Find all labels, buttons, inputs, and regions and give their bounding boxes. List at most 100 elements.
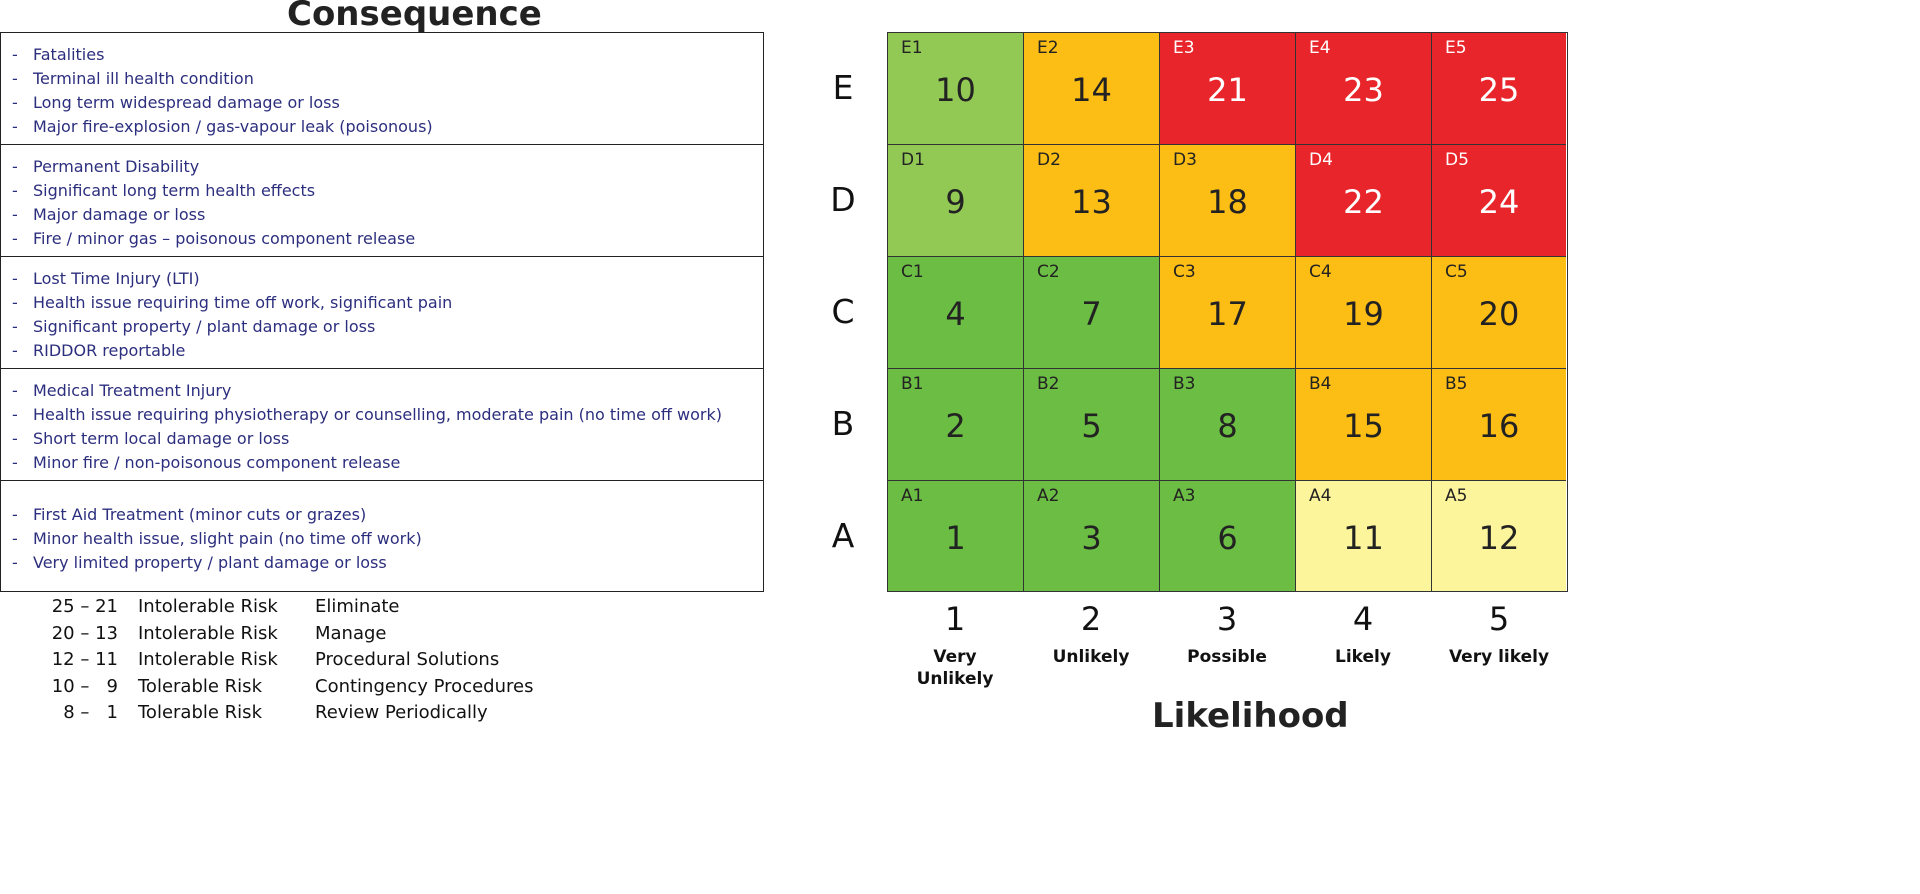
- risk-cell-score: 22: [1343, 183, 1384, 221]
- risk-cell-score: 25: [1478, 71, 1520, 109]
- risk-key-action: Manage: [315, 622, 387, 644]
- consequence-item: Medical Treatment Injury: [1, 379, 763, 403]
- risk-cell: C3 17: [1160, 257, 1296, 369]
- risk-cell-code: E1: [901, 38, 923, 58]
- risk-cell: D5 24: [1432, 145, 1566, 257]
- risk-cell-score: 9: [945, 183, 966, 221]
- risk-key-range: 10 – 9: [51, 675, 118, 697]
- risk-key-level: Intolerable Risk: [138, 596, 278, 617]
- risk-key-action: Review Periodically: [315, 702, 488, 723]
- risk-cell-score: 7: [1081, 295, 1102, 333]
- risk-cell-code: B1: [901, 374, 924, 394]
- consequence-item: Very limited property / plant damage or …: [1, 551, 763, 575]
- risk-cell: A1 1: [888, 481, 1024, 591]
- severity-label: D: [830, 180, 856, 219]
- risk-cell-code: E4: [1309, 38, 1331, 58]
- risk-cell-score: 8: [1217, 407, 1238, 445]
- likelihood-label: Possible: [1187, 647, 1267, 667]
- consequence-table: FatalitiesTerminal ill health conditionL…: [0, 32, 764, 592]
- risk-cell: C2 7: [1024, 257, 1160, 369]
- risk-cell-score: 2: [945, 407, 966, 445]
- consequence-item: Major fire-explosion / gas-vapour leak (…: [1, 115, 763, 139]
- risk-key-action: Procedural Solutions: [315, 649, 500, 670]
- risk-cell: D3 18: [1160, 145, 1296, 257]
- risk-matrix: E1 10 E2 14 E3 21 E4 23 E5 25 D1 9 D2 13 D3 18 D4 22 D5 24 C…: [887, 32, 1568, 592]
- risk-cell-code: D5: [1445, 150, 1469, 170]
- risk-key-range: 20 – 13: [51, 622, 118, 644]
- risk-key-level: Intolerable Risk: [138, 622, 278, 644]
- consequence-item: Terminal ill health condition: [1, 67, 763, 91]
- risk-cell-score: 4: [945, 295, 966, 333]
- risk-key-level: Tolerable Risk: [138, 702, 262, 723]
- consequence-row: Lost Time Injury (LTI)Health issue requi…: [1, 257, 763, 369]
- consequence-item: Permanent Disability: [1, 155, 763, 179]
- risk-cell: E1 10: [888, 33, 1024, 145]
- risk-cell-code: E2: [1037, 38, 1059, 58]
- consequence-item: Significant property / plant damage or l…: [1, 315, 763, 339]
- risk-cell-code: C1: [901, 262, 924, 282]
- likelihood-title: Likelihood: [1152, 696, 1349, 736]
- likelihood-label: Very Unlikely: [916, 647, 994, 689]
- likelihood-label: Unlikely: [1052, 647, 1130, 667]
- likelihood-number: 1: [944, 600, 966, 638]
- risk-cell-code: A2: [1037, 486, 1060, 506]
- risk-cell-score: 12: [1478, 519, 1520, 557]
- risk-cell: B5 16: [1432, 369, 1566, 481]
- risk-cell: D2 13: [1024, 145, 1160, 257]
- risk-cell-code: D3: [1173, 150, 1197, 170]
- risk-cell-code: A5: [1445, 486, 1468, 506]
- risk-cell-score: 13: [1071, 183, 1112, 221]
- risk-cell: E4 23: [1296, 33, 1432, 145]
- risk-cell: A2 3: [1024, 481, 1160, 591]
- risk-key-action: Contingency Procedures: [315, 675, 534, 697]
- risk-cell-code: D1: [901, 150, 925, 170]
- risk-key-range: 25 – 21: [51, 596, 118, 617]
- consequence-title: Consequence: [287, 0, 542, 34]
- consequence-item: First Aid Treatment (minor cuts or graze…: [1, 503, 763, 527]
- risk-cell-code: C4: [1309, 262, 1332, 282]
- risk-cell-code: E3: [1173, 38, 1195, 58]
- consequence-item: Short term local damage or loss: [1, 427, 763, 451]
- consequence-item: Minor health issue, slight pain (no time…: [1, 527, 763, 551]
- risk-cell-code: C5: [1445, 262, 1468, 282]
- risk-cell-code: D2: [1037, 150, 1061, 170]
- consequence-row: First Aid Treatment (minor cuts or graze…: [1, 481, 763, 593]
- consequence-item: Major damage or loss: [1, 203, 763, 227]
- risk-cell-score: 6: [1217, 519, 1238, 557]
- likelihood-label: Likely: [1335, 647, 1391, 667]
- consequence-item: Lost Time Injury (LTI): [1, 267, 763, 291]
- likelihood-number: 5: [1488, 600, 1510, 638]
- consequence-item: Health issue requiring physiotherapy or …: [1, 403, 763, 427]
- risk-key-level: Intolerable Risk: [138, 649, 278, 670]
- risk-cell: B2 5: [1024, 369, 1160, 481]
- likelihood-number: 4: [1352, 600, 1374, 638]
- risk-cell-code: C2: [1037, 262, 1060, 282]
- risk-cell: A3 6: [1160, 481, 1296, 591]
- risk-cell-score: 20: [1478, 295, 1520, 333]
- risk-cell: B4 15: [1296, 369, 1432, 481]
- severity-label: E: [832, 68, 854, 107]
- risk-cell: B1 2: [888, 369, 1024, 481]
- consequence-item: Minor fire / non-poisonous component rel…: [1, 451, 763, 475]
- likelihood-number: 2: [1080, 600, 1102, 638]
- risk-key-level: Tolerable Risk: [138, 675, 262, 697]
- consequence-item: Long term widespread damage or loss: [1, 91, 763, 115]
- risk-cell-score: 10: [935, 71, 976, 109]
- risk-cell-score: 15: [1343, 407, 1384, 445]
- consequence-item: RIDDOR reportable: [1, 339, 763, 363]
- risk-cell-code: A3: [1173, 486, 1196, 506]
- severity-label: B: [831, 404, 855, 443]
- risk-cell-code: D4: [1309, 150, 1333, 170]
- consequence-item: Fire / minor gas – poisonous component r…: [1, 227, 763, 251]
- likelihood-label: Very likely: [1448, 647, 1550, 667]
- risk-cell-code: A1: [901, 486, 924, 506]
- risk-cell-score: 19: [1343, 295, 1384, 333]
- risk-cell-score: 14: [1071, 71, 1112, 109]
- risk-key-action: Eliminate: [315, 596, 400, 617]
- risk-cell: A5 12: [1432, 481, 1566, 591]
- risk-cell-score: 21: [1207, 71, 1248, 109]
- consequence-item: Significant long term health effects: [1, 179, 763, 203]
- risk-cell-score: 11: [1343, 519, 1384, 557]
- risk-cell-score: 17: [1207, 295, 1248, 333]
- risk-cell: C5 20: [1432, 257, 1566, 369]
